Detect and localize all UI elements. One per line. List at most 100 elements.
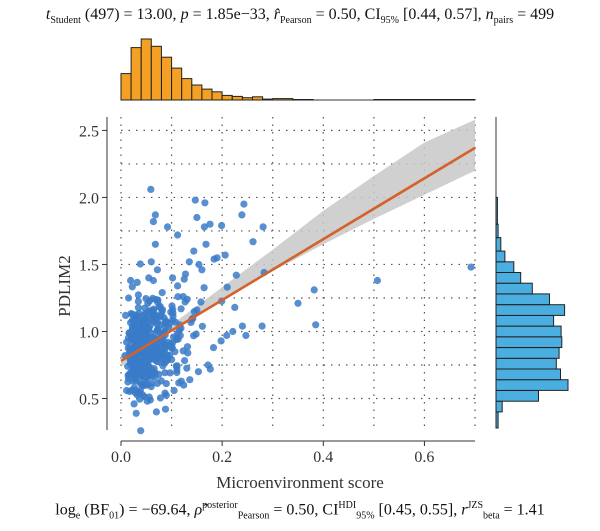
right-histogram-bar [495,282,533,295]
data-point [183,364,191,372]
top-histogram-bar [241,97,253,101]
top-histogram-bar [181,78,193,101]
r-jzs-superscript: JZS [467,500,483,511]
data-point [148,347,156,355]
data-point [294,299,302,307]
data-point [140,359,148,367]
data-point [142,333,150,341]
data-point [153,266,161,274]
right-histogram-bar [495,379,569,391]
data-point [163,223,172,231]
data-point [209,344,218,352]
bayesian-stats-caption: loge (BF01) = −69.64, ρ̂posteriorPearson… [0,500,600,522]
data-point [147,258,155,266]
data-point [130,384,138,392]
regression-line [120,146,476,363]
data-point [133,278,141,286]
data-point [134,304,142,312]
data-point [223,283,231,291]
data-point [169,274,177,282]
y-tick-label: 2.5 [79,123,99,140]
data-point [158,289,166,297]
right-histogram-bar [495,223,499,239]
data-point [232,271,240,279]
data-point [134,297,142,305]
data-point [195,260,203,269]
top-histogram-bar [231,95,243,101]
data-point [161,389,169,397]
hdi-superscript: HDI [338,500,357,511]
data-point [197,298,205,306]
x-tick-label: 0.6 [414,449,434,466]
data-point [170,386,178,395]
x-tick-label: 0.2 [212,449,232,466]
right-histogram-bar [495,390,539,402]
bf-value: ) = −69.64, [119,501,195,519]
data-point [134,291,142,299]
data-point [143,381,151,389]
p-value: = 1.85e−33, [188,6,274,23]
rho-superscript: posterior [202,500,238,511]
data-point [249,238,257,246]
data-point [200,223,208,231]
data-point [238,211,246,219]
data-point [200,284,208,292]
right-histogram-bar [495,314,555,327]
data-point [169,309,177,317]
data-point [153,379,161,387]
top-marginal-histogram [120,38,476,101]
data-point [134,389,142,397]
data-point [161,369,169,377]
data-point [140,318,149,326]
data-point [180,275,188,283]
data-point [190,332,198,340]
data-point [194,368,202,376]
data-point [162,380,170,388]
data-point [149,218,157,226]
data-point [191,196,199,204]
r-jzs-subscript: beta [483,510,500,522]
data-point [198,322,206,330]
data-point [181,357,189,365]
top-histogram-bar [262,98,274,101]
data-point [148,372,156,380]
n-subscript: pairs [493,15,514,27]
x-tick-label: 0.4 [313,449,333,466]
data-point [240,200,248,208]
r-jzs-symbol: r [461,501,468,519]
right-marginal-histogram [495,117,569,429]
ci-value: [0.44, 0.57], [399,6,486,23]
regression-line-group [120,146,476,363]
data-point [168,356,176,364]
data-point [186,376,194,384]
data-point [177,305,185,313]
top-histogram-bar [191,84,203,101]
data-point [173,335,181,344]
data-point [218,222,226,230]
data-point [145,308,153,317]
data-point [229,327,237,336]
x-tick-label: 0.0 [111,449,131,466]
r-value: = 0.50, CI [311,6,381,23]
right-histogram-bar [495,261,515,273]
data-point [123,338,131,346]
top-histogram-bar [130,47,142,101]
data-point [137,427,145,435]
data-point [136,260,144,268]
data-point [152,408,160,416]
data-point [132,409,140,417]
data-point [259,223,267,231]
data-point [147,185,155,193]
data-point [161,405,170,413]
data-point [193,213,201,222]
top-histogram-bar [211,91,223,101]
log-subscript: e [75,510,81,522]
rho-symbol: ρ̂ [194,501,203,519]
data-point [128,310,136,318]
data-point [138,337,146,346]
y-tick-label: 2.0 [79,190,99,207]
right-histogram-bar [495,304,566,316]
data-point [310,286,318,294]
axes: 0.5 1.0 1.5 2.0 2.5 0.0 0.2 0.4 0.6 [79,117,475,466]
data-point [134,361,142,369]
